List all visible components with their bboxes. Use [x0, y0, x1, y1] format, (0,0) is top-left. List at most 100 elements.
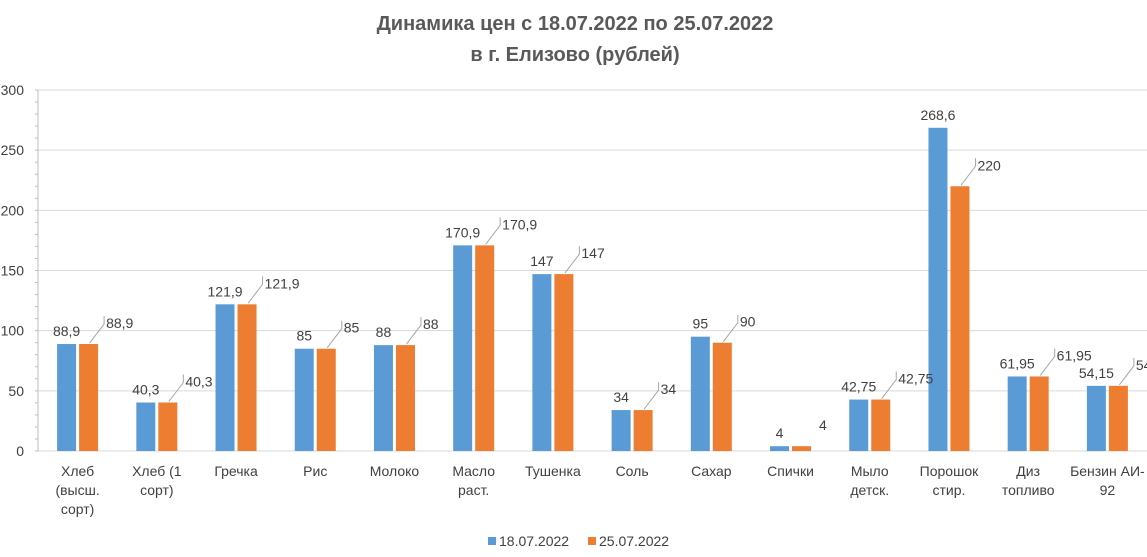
- x-tick-label: Масло раст.: [452, 463, 495, 498]
- data-label: 268,6: [920, 107, 955, 123]
- bar-series2: [712, 342, 732, 451]
- bar-series2: [554, 274, 574, 451]
- x-axis: Хлеб (высш. сорт) Хлеб (1 сорт) Гречка Рис Моло…: [55, 463, 1145, 517]
- data-label: 88,9: [53, 323, 80, 339]
- bars: [57, 127, 1128, 451]
- data-label: 61,95: [1000, 355, 1035, 371]
- x-tick-label: Тушенка: [525, 463, 581, 479]
- bar-series2: [395, 345, 415, 451]
- x-tick-label: Соль: [616, 463, 649, 479]
- leader-line: [485, 217, 501, 245]
- leader-line: [89, 316, 105, 344]
- data-label: 4: [819, 417, 827, 433]
- y-tick-label: 50: [8, 383, 24, 399]
- data-label: 40,3: [132, 382, 159, 398]
- leader-line: [722, 314, 739, 343]
- y-tick-label: 100: [1, 323, 25, 339]
- bar-series2: [79, 344, 99, 451]
- chart-subtitle: в г. Елизово (рублей): [470, 44, 679, 66]
- leader-line: [564, 246, 580, 274]
- x-tick-label: Диз топливо: [1002, 463, 1055, 498]
- legend: 18.07.2022 25.07.2022: [488, 533, 669, 549]
- leader-line: [643, 382, 660, 410]
- bar-series2: [158, 402, 178, 451]
- bar-series2: [950, 186, 970, 451]
- data-label: 42,75: [898, 371, 933, 387]
- bar-series1: [690, 336, 710, 451]
- bar-series2: [316, 348, 336, 451]
- y-tick-label: 300: [1, 82, 25, 98]
- bar-series2: [1108, 385, 1128, 451]
- leader-line: [1118, 357, 1135, 386]
- bar-series2: [792, 446, 812, 451]
- bar-series1: [453, 245, 473, 451]
- bar-series1: [770, 446, 790, 451]
- data-label: 61,95: [1057, 347, 1092, 363]
- bar-series1: [532, 274, 552, 451]
- leader-line: [168, 374, 184, 402]
- bar-series1: [373, 345, 393, 451]
- chart-title: Динамика цен с 18.07.2022 по 25.07.2022: [377, 13, 774, 35]
- x-tick-label: Гречка: [214, 463, 258, 479]
- bar-series1: [215, 304, 235, 451]
- bar-series1: [1007, 376, 1027, 451]
- data-labels: 88,9 88,9 40,3 40,3 121,9 121,9 85 85 88 88 170,9 1…: [53, 107, 1147, 441]
- data-label: 170,9: [445, 224, 480, 240]
- y-tick-label: 250: [1, 142, 25, 158]
- data-label: 54,15: [1136, 357, 1147, 373]
- data-label: 54,15: [1079, 365, 1114, 381]
- bar-series1: [1086, 385, 1106, 451]
- legend-label: 18.07.2022: [499, 533, 569, 549]
- data-label: 4: [776, 425, 784, 441]
- x-tick-label: Мыло детск.: [850, 463, 889, 498]
- data-label: 34: [661, 381, 677, 397]
- leader-line: [1039, 348, 1056, 376]
- y-tick-label: 0: [16, 443, 24, 459]
- bar-series1: [136, 402, 156, 451]
- y-tick-label: 200: [1, 202, 25, 218]
- data-label: 85: [344, 320, 360, 336]
- data-label: 121,9: [265, 275, 300, 291]
- data-label: 85: [296, 328, 312, 344]
- bar-series2: [633, 410, 653, 451]
- legend-label: 25.07.2022: [599, 533, 669, 549]
- data-label: 88,9: [106, 315, 133, 331]
- data-label: 170,9: [502, 216, 537, 232]
- gridlines: [38, 89, 1147, 452]
- bar-series1: [928, 127, 948, 451]
- data-label: 95: [693, 316, 709, 332]
- x-tick-label: Молоко: [370, 463, 420, 479]
- data-label: 88: [376, 324, 392, 340]
- data-label: 42,75: [841, 379, 876, 395]
- bar-series2: [871, 399, 891, 451]
- data-label: 147: [530, 253, 554, 269]
- legend-swatch: [588, 537, 596, 545]
- data-label: 220: [977, 157, 1001, 173]
- data-label: 90: [740, 314, 756, 330]
- bar-series1: [57, 344, 77, 451]
- leader-line: [326, 320, 343, 349]
- x-tick-label: Спички: [767, 463, 814, 479]
- y-axis: 0 50 100 150 200 250 300: [1, 82, 39, 459]
- legend-swatch: [488, 537, 496, 545]
- bar-series1: [611, 410, 631, 451]
- data-label: 88: [423, 316, 439, 332]
- x-tick-label: Хлеб (1 сорт): [132, 463, 182, 498]
- bar-series1: [849, 399, 869, 451]
- data-label: 40,3: [185, 374, 212, 390]
- data-label: 147: [581, 245, 605, 261]
- x-tick-label: Бензин АИ-92: [1070, 463, 1145, 498]
- leader-line: [881, 371, 897, 399]
- x-tick-label: Сахар: [691, 463, 732, 479]
- x-tick-label: Хлеб (высш. сорт): [55, 463, 99, 517]
- y-tick-label: 150: [1, 263, 25, 279]
- bar-series1: [294, 348, 314, 451]
- x-tick-label: Порошок стир.: [920, 463, 979, 498]
- bar-series2: [237, 304, 257, 451]
- data-label: 34: [613, 389, 629, 405]
- leader-line: [247, 276, 264, 304]
- bar-series2: [475, 245, 495, 451]
- leader-line: [960, 158, 976, 186]
- data-label: 121,9: [208, 283, 243, 299]
